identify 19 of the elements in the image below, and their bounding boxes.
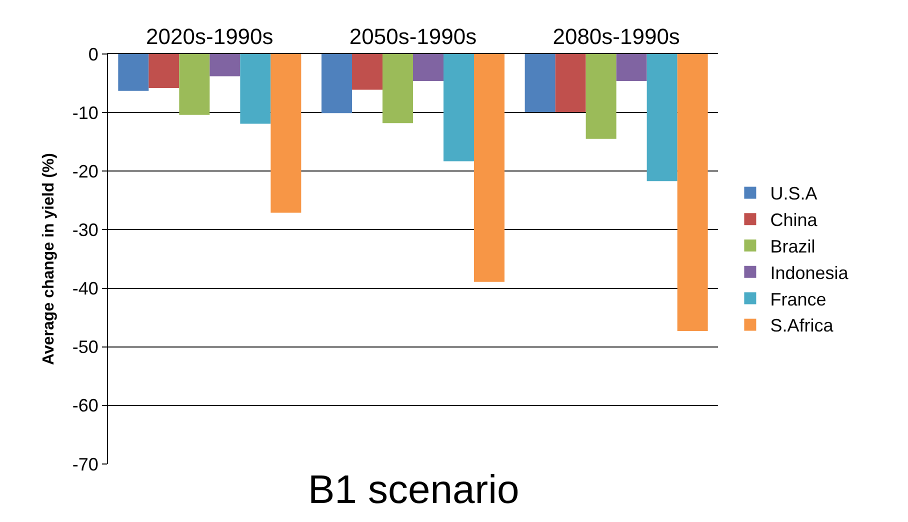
y-tick-label: -30: [72, 220, 98, 240]
y-tick-label: -60: [72, 396, 98, 416]
x-tick-label: 2080s-1990s: [552, 24, 680, 50]
y-tick-label: -20: [72, 161, 98, 182]
legend-label: France: [770, 289, 826, 310]
legend-label: Indonesia: [770, 262, 850, 283]
x-tick-label: 2050s-1990s: [349, 24, 477, 50]
y-tick-label: -70: [72, 454, 98, 474]
y-tick-label: 0: [88, 44, 98, 64]
x-tick-label: 2020s-1990s: [146, 24, 274, 50]
y-tick-label: -10: [72, 102, 98, 123]
x-axis-title: B1 scenario: [308, 468, 520, 512]
legend-label: China: [770, 210, 818, 230]
y-tick-label: -50: [72, 337, 98, 358]
legend-label: S.Africa: [770, 316, 834, 336]
y-tick-label: -40: [72, 278, 98, 299]
legend-label: Brazil: [770, 236, 816, 257]
y-axis-title: Average change in yield (%): [40, 153, 58, 365]
legend-label: U.S.A: [770, 184, 818, 204]
